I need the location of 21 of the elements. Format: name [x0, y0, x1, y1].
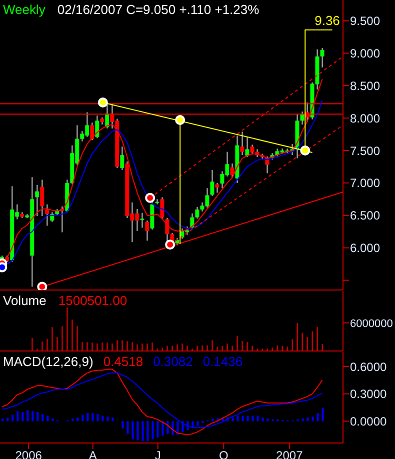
y-tick-label: 6.000 [350, 241, 380, 256]
chart-title: Weekly [3, 2, 46, 17]
y-tick-label: 0.0000 [350, 414, 388, 428]
y-tick-label: 9.500 [350, 14, 380, 28]
chart-subtitle: 02/16/2007 C=9.050 +.110 +1.23% [57, 2, 260, 17]
chart-title: MACD(12,26,9) [3, 354, 94, 369]
y-tick-label: 8.500 [350, 78, 380, 93]
y-tick-label: 0.6000 [350, 360, 388, 374]
y-tick-label: 9.000 [350, 46, 380, 60]
y-tick-label: 7.500 [350, 144, 380, 158]
annotation: 0.4518 [103, 354, 144, 369]
annotation: 0.3082 [153, 354, 193, 369]
y-tick-label: 6000000 [350, 318, 393, 330]
chart-title: Volume [3, 293, 46, 308]
annotation: 9.36 [314, 12, 340, 28]
chart-subtitle: 1500501.00 [58, 293, 128, 308]
annotation: 0.1436 [202, 354, 243, 369]
y-tick-label: 8.000 [350, 111, 380, 126]
y-tick-label: 0.3000 [350, 387, 388, 402]
y-tick-label: 7.000 [350, 176, 380, 190]
y-tick-label: 6.500 [350, 208, 380, 223]
